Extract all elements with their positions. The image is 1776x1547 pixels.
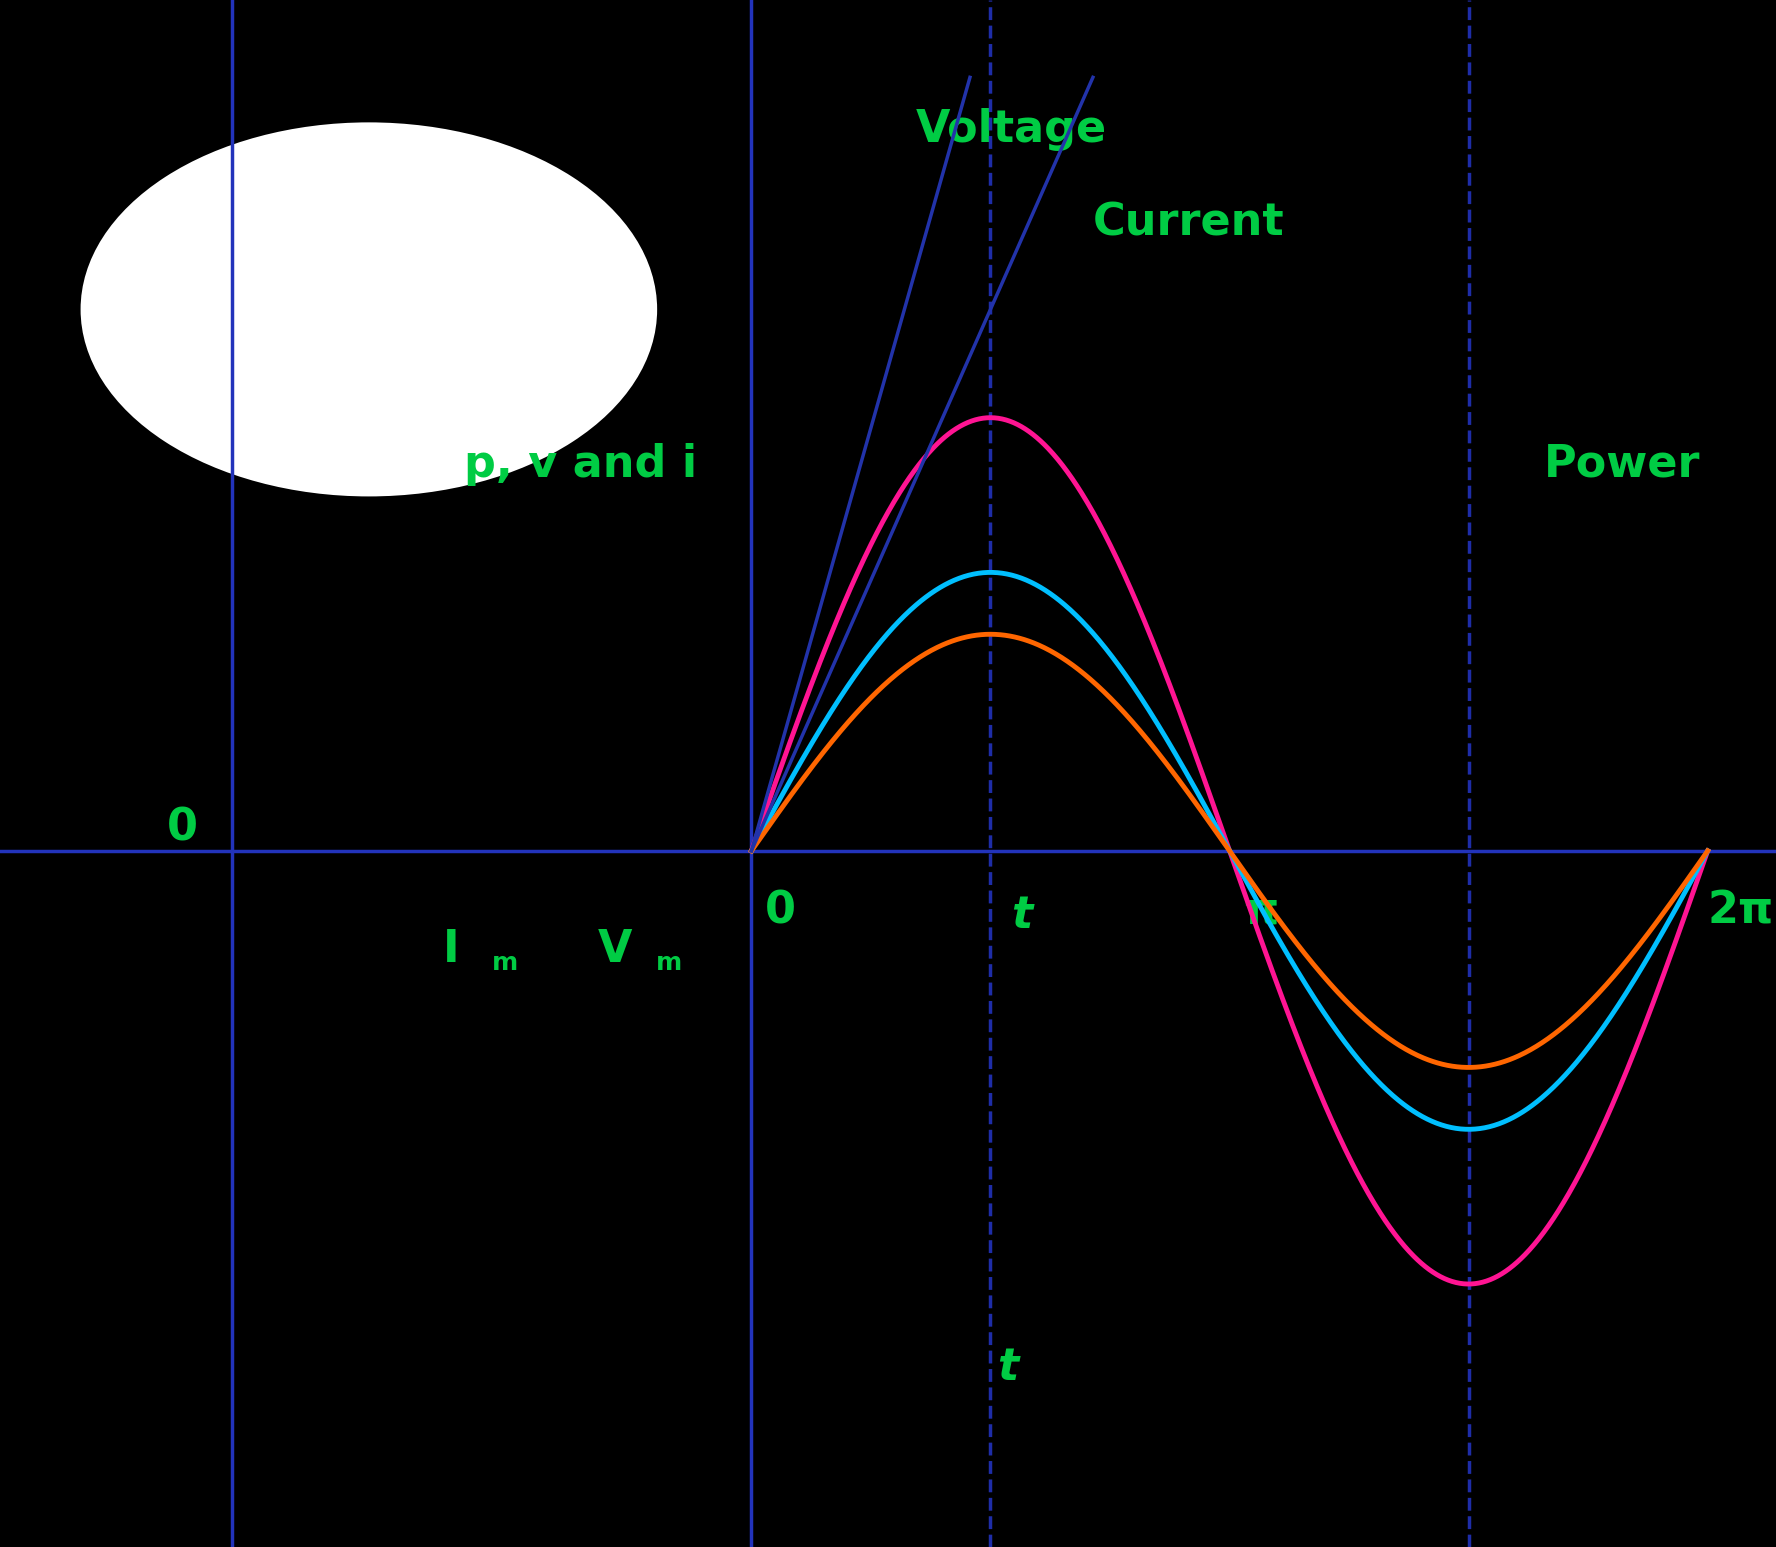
Text: m: m bbox=[655, 951, 682, 976]
Text: Current: Current bbox=[1092, 201, 1284, 244]
Text: 0: 0 bbox=[765, 890, 796, 933]
Text: 0: 0 bbox=[167, 806, 199, 849]
Text: Voltage: Voltage bbox=[915, 108, 1106, 152]
Text: Power: Power bbox=[1543, 442, 1700, 486]
Text: p, v and i: p, v and i bbox=[464, 442, 696, 486]
Text: t: t bbox=[998, 1346, 1019, 1389]
Text: π: π bbox=[1243, 890, 1279, 933]
Text: V: V bbox=[597, 928, 632, 972]
Text: 2π: 2π bbox=[1709, 890, 1774, 933]
Text: I: I bbox=[442, 928, 460, 972]
Ellipse shape bbox=[82, 124, 655, 495]
Text: m: m bbox=[492, 951, 519, 976]
Text: t: t bbox=[1011, 894, 1032, 937]
